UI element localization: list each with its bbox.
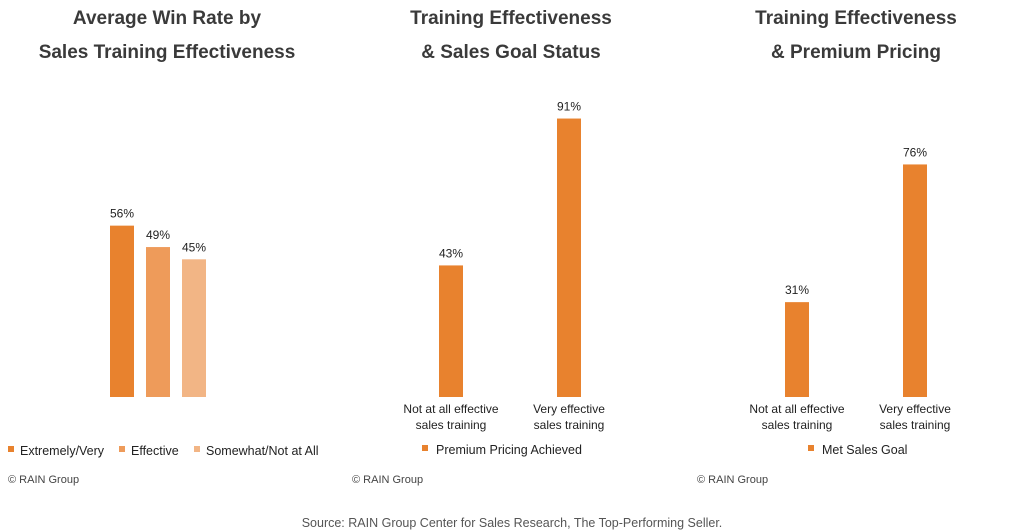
chart-2-category-1-line-1: Not at all effective [403,402,498,416]
chart-3-category-1-bar [785,302,809,397]
chart-3-bars [785,164,927,397]
legend-label-extremely-very: Extremely/Very [20,444,105,458]
chart-2-title-line-1: Training Effectiveness [410,8,612,29]
chart-3-title-line-2: & Premium Pricing [771,42,941,63]
chart-1-title-line-2: Sales Training Effectiveness [39,42,296,63]
legend-swatch-premium-pricing-achieved [422,445,428,451]
chart-2-credit: © RAIN Group [352,474,423,486]
legend-swatch-somewhat-not-at-all [194,446,200,452]
chart-1-effective-value-label: 49% [146,228,170,242]
chart-3-category-2-line-1: Very effective [879,402,951,416]
legend-swatch-extremely-very [8,446,14,452]
chart-2-legend: Premium Pricing Achieved [422,443,582,457]
chart-1-title-line-1: Average Win Rate by [73,8,262,29]
chart-2-category-2-value-label: 91% [557,100,581,114]
chart-1-effective-bar [146,247,170,397]
chart-3-category-1-value-label: 31% [785,283,809,297]
chart-1-extremely-very-value-label: 56% [110,207,134,221]
chart-2-category-2-line-1: Very effective [533,402,605,416]
chart-3-category-1-line-1: Not at all effective [749,402,844,416]
chart-2-category-1-line-2: sales training [416,418,487,432]
chart-3-category-2-bar [903,164,927,397]
chart-1-credit: © RAIN Group [8,474,79,486]
legend-swatch-effective [119,446,125,452]
chart-2-category-1-bar [439,265,463,397]
legend-label-premium-pricing-achieved: Premium Pricing Achieved [436,443,582,457]
legend-label-somewhat-not-at-all: Somewhat/Not at All [206,444,319,458]
chart-1-value-labels: 56% 49% 45% [110,207,206,255]
chart-2-title-line-2: & Sales Goal Status [421,42,601,63]
legend-swatch-met-sales-goal [808,445,814,451]
chart-3-legend: Met Sales Goal [808,443,907,457]
chart-1-bars [110,225,206,397]
chart-3-category-2-line-2: sales training [880,418,951,432]
chart-1-extremely-very-bar [110,225,134,397]
chart-panel-sales-goal-status: Training Effectiveness & Sales Goal Stat… [352,8,612,486]
legend-label-met-sales-goal: Met Sales Goal [822,443,907,457]
chart-3-category-2-value-label: 76% [903,145,927,159]
chart-2-category-2-line-2: sales training [534,418,605,432]
chart-3-value-labels: 31% 76% [785,145,927,297]
chart-1-somewhat-not-at-all-value-label: 45% [182,240,206,254]
chart-2-category-1-value-label: 43% [439,246,463,260]
chart-2-value-labels: 43% 91% [439,100,581,261]
chart-1-legend: Extremely/Very Effective Somewhat/Not at… [8,444,319,458]
chart-2-category-2-bar [557,118,581,397]
chart-panel-premium-pricing: Training Effectiveness & Premium Pricing… [697,8,957,486]
source-note: Source: RAIN Group Center for Sales Rese… [302,516,723,530]
chart-panel-win-rate: Average Win Rate by Sales Training Effec… [8,8,319,486]
chart-3-credit: © RAIN Group [697,474,768,486]
legend-label-effective: Effective [131,444,179,458]
chart-1-somewhat-not-at-all-bar [182,259,206,397]
chart-3-category-1-line-2: sales training [762,418,833,432]
chart-2-bars [439,118,581,397]
chart-3-title-line-1: Training Effectiveness [755,8,957,29]
